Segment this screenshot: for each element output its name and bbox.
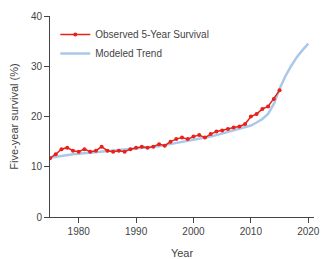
svg-text:2000: 2000 — [182, 226, 205, 237]
svg-text:40: 40 — [31, 11, 43, 22]
svg-text:10: 10 — [31, 161, 43, 172]
svg-text:1980: 1980 — [68, 226, 91, 237]
svg-text:Year: Year — [171, 247, 194, 259]
svg-text:Observed 5-Year Survival: Observed 5-Year Survival — [95, 29, 209, 40]
svg-text:0: 0 — [36, 212, 42, 223]
svg-text:20: 20 — [31, 111, 43, 122]
svg-text:Modeled Trend: Modeled Trend — [95, 48, 162, 59]
svg-text:2020: 2020 — [297, 226, 320, 237]
svg-text:Five-year survival (%): Five-year survival (%) — [8, 63, 20, 169]
svg-text:30: 30 — [31, 61, 43, 72]
svg-text:2010: 2010 — [240, 226, 263, 237]
svg-text:1990: 1990 — [125, 226, 148, 237]
